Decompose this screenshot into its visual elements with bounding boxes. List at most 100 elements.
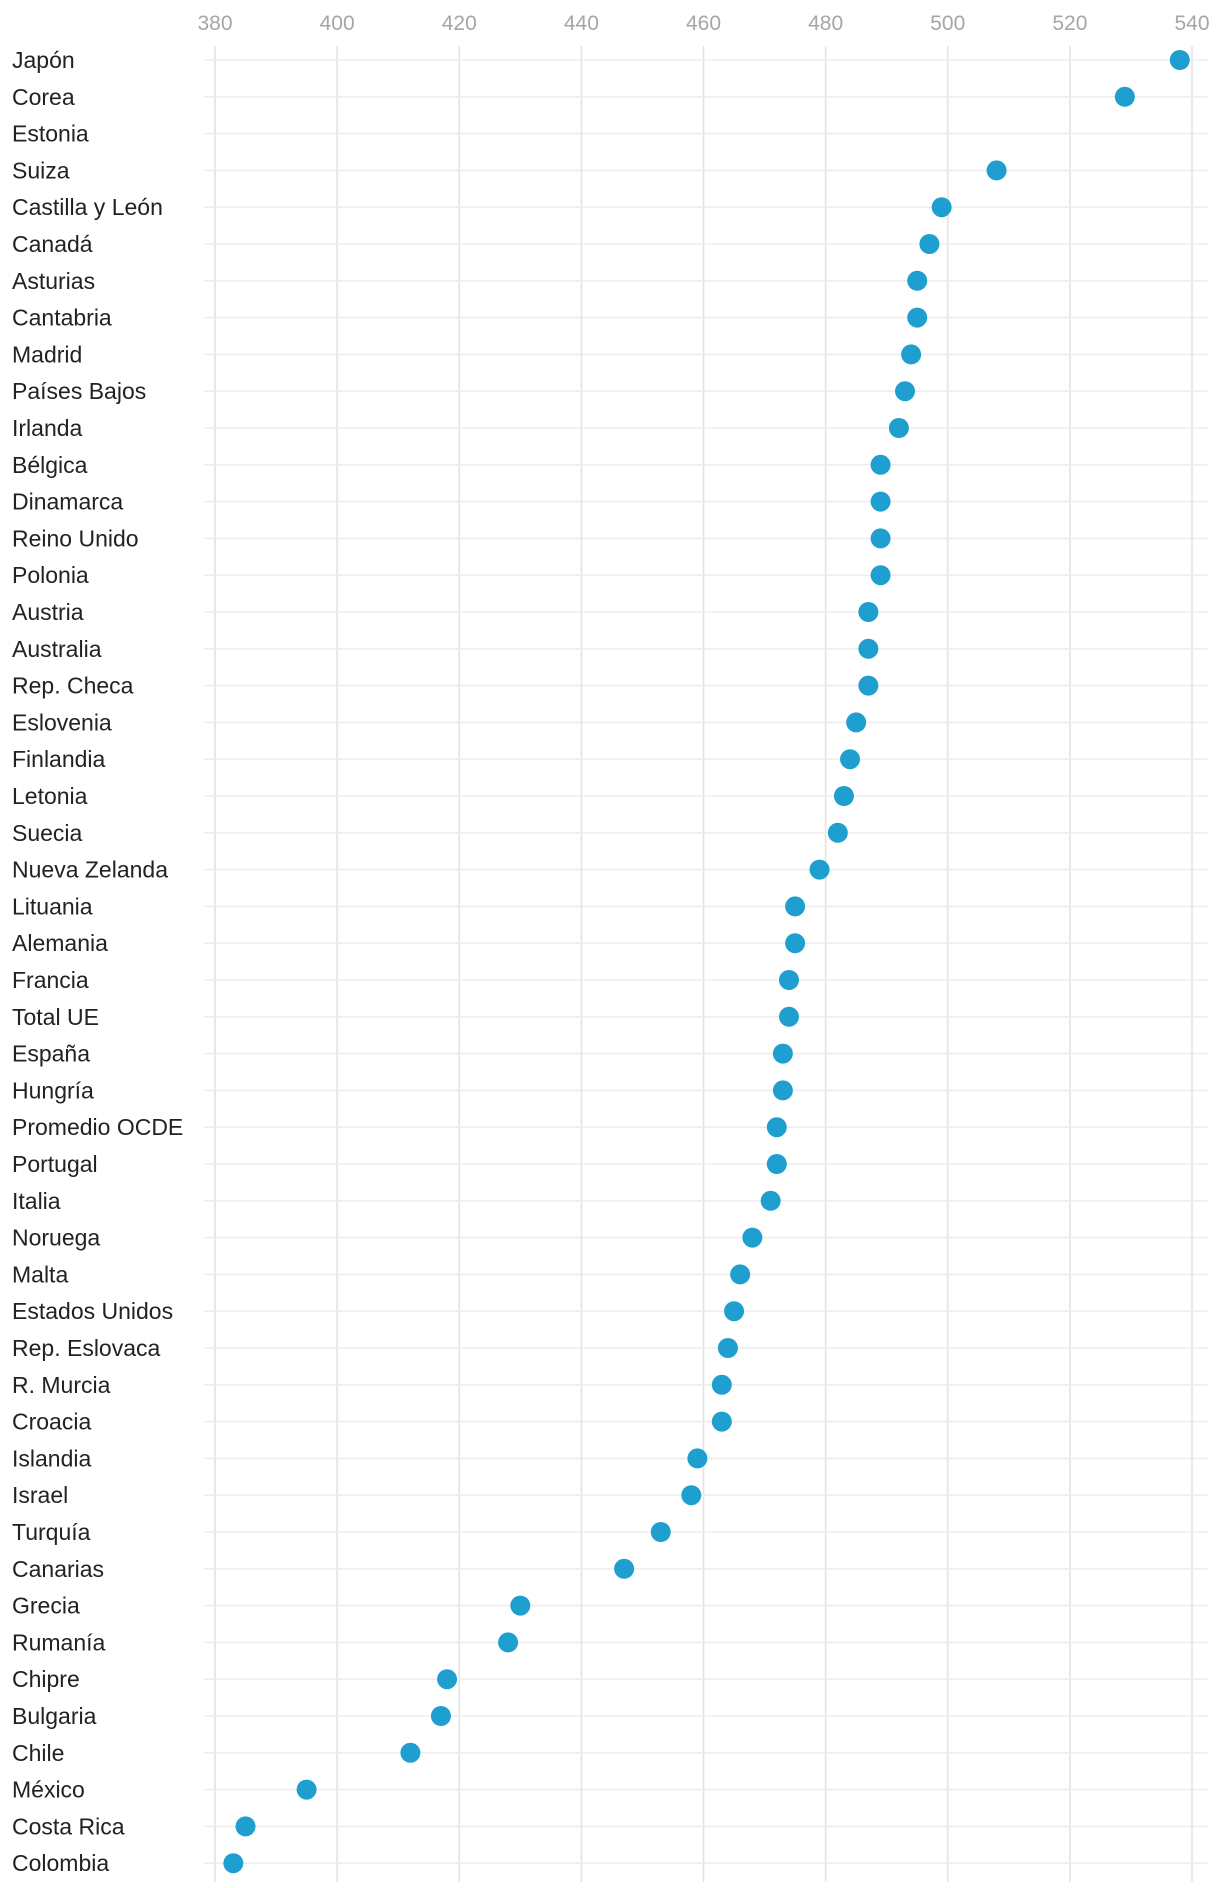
category-label: Austria bbox=[12, 599, 84, 625]
data-point bbox=[1114, 86, 1135, 107]
data-point bbox=[858, 638, 879, 659]
category-label: Chile bbox=[12, 1740, 64, 1766]
data-point bbox=[760, 1190, 781, 1211]
category-label: Irlanda bbox=[12, 415, 83, 441]
category-label: Portugal bbox=[12, 1151, 98, 1177]
data-point bbox=[717, 1338, 738, 1358]
data-point bbox=[840, 749, 861, 770]
data-point bbox=[785, 933, 806, 954]
x-tick-label: 420 bbox=[442, 12, 477, 35]
data-point bbox=[870, 454, 891, 475]
x-tick-label: 400 bbox=[320, 12, 355, 35]
category-label: Polonia bbox=[12, 562, 89, 588]
category-label: Israel bbox=[12, 1482, 68, 1508]
data-point bbox=[650, 1522, 671, 1542]
data-point bbox=[614, 1558, 635, 1579]
category-label: Croacia bbox=[12, 1409, 91, 1435]
category-label: Canarias bbox=[12, 1556, 104, 1582]
category-label: Promedio OCDE bbox=[12, 1114, 183, 1140]
x-axis-ticks: 380 400 420 440 460 480 500 520 540 bbox=[197, 12, 1209, 35]
category-label: Corea bbox=[12, 84, 75, 110]
category-label: Italia bbox=[12, 1188, 61, 1214]
category-label: Bulgaria bbox=[12, 1703, 97, 1729]
category-label: Estonia bbox=[12, 121, 89, 147]
category-label: Suiza bbox=[12, 157, 70, 183]
x-tick-label: 460 bbox=[686, 12, 721, 35]
data-point bbox=[766, 1154, 787, 1174]
data-point bbox=[724, 1301, 745, 1322]
data-point bbox=[235, 1816, 256, 1837]
category-label: R. Murcia bbox=[12, 1372, 111, 1398]
data-point bbox=[510, 1595, 531, 1616]
data-point bbox=[833, 786, 854, 806]
category-label: Reino Unido bbox=[12, 525, 139, 551]
data-point bbox=[766, 1117, 787, 1138]
category-label: Finlandia bbox=[12, 746, 106, 772]
x-tick-label: 380 bbox=[197, 12, 232, 35]
category-label: Eslovenia bbox=[12, 709, 112, 735]
data-point bbox=[907, 270, 928, 291]
category-label: México bbox=[12, 1777, 85, 1803]
data-point bbox=[870, 491, 891, 512]
data-point bbox=[931, 197, 952, 218]
data-point bbox=[223, 1853, 244, 1874]
x-tick-label: 520 bbox=[1052, 12, 1087, 35]
category-label: Madrid bbox=[12, 341, 82, 367]
category-label: Asturias bbox=[12, 268, 95, 294]
data-point bbox=[687, 1448, 708, 1469]
data-point bbox=[498, 1632, 519, 1653]
category-label: Dinamarca bbox=[12, 489, 123, 515]
data-point bbox=[919, 234, 940, 254]
category-label: Rumanía bbox=[12, 1629, 106, 1655]
data-point bbox=[901, 344, 922, 365]
category-label: Castilla y León bbox=[12, 194, 163, 220]
category-label: Estados Unidos bbox=[12, 1298, 173, 1324]
category-label: Malta bbox=[12, 1261, 68, 1287]
category-label: Bélgica bbox=[12, 452, 88, 478]
category-label: Costa Rica bbox=[12, 1813, 125, 1839]
data-point bbox=[870, 565, 891, 586]
category-label: Chipre bbox=[12, 1666, 80, 1692]
category-label: Australia bbox=[12, 636, 102, 662]
category-label: Suecia bbox=[12, 820, 83, 846]
data-point bbox=[870, 528, 891, 549]
data-point bbox=[809, 859, 830, 880]
data-point bbox=[778, 1006, 799, 1027]
data-points bbox=[223, 50, 1190, 1874]
category-label: Cantabria bbox=[12, 305, 112, 331]
data-point bbox=[681, 1485, 702, 1506]
category-label: Japón bbox=[12, 47, 75, 73]
data-point bbox=[730, 1264, 751, 1285]
category-label: Hungría bbox=[12, 1077, 94, 1103]
data-point bbox=[437, 1669, 458, 1690]
x-tick-label: 540 bbox=[1174, 12, 1209, 35]
category-label: Canadá bbox=[12, 231, 93, 257]
category-label: Rep. Eslovaca bbox=[12, 1335, 161, 1361]
grid-layer bbox=[204, 46, 1208, 1882]
data-point bbox=[400, 1742, 421, 1763]
x-tick-label: 440 bbox=[564, 12, 599, 35]
data-point bbox=[907, 307, 928, 328]
data-point bbox=[986, 160, 1007, 181]
category-label: Alemania bbox=[12, 930, 108, 956]
data-point bbox=[772, 1080, 793, 1101]
category-label: Países Bajos bbox=[12, 378, 146, 404]
data-point bbox=[772, 1043, 793, 1064]
data-point bbox=[846, 712, 867, 733]
category-label: Colombia bbox=[12, 1850, 109, 1876]
category-label: Noruega bbox=[12, 1225, 100, 1251]
data-point bbox=[711, 1411, 732, 1432]
category-label: Nueva Zelanda bbox=[12, 857, 168, 883]
category-label: Letonia bbox=[12, 783, 88, 809]
data-point bbox=[742, 1227, 763, 1248]
category-label: Islandia bbox=[12, 1445, 91, 1471]
category-label: Grecia bbox=[12, 1593, 80, 1619]
category-label: Rep. Checa bbox=[12, 673, 134, 699]
data-point bbox=[888, 418, 909, 438]
data-point bbox=[778, 970, 799, 990]
data-point bbox=[895, 381, 916, 402]
data-point bbox=[430, 1706, 451, 1726]
data-point bbox=[296, 1779, 317, 1800]
category-label: Turquía bbox=[12, 1519, 91, 1545]
